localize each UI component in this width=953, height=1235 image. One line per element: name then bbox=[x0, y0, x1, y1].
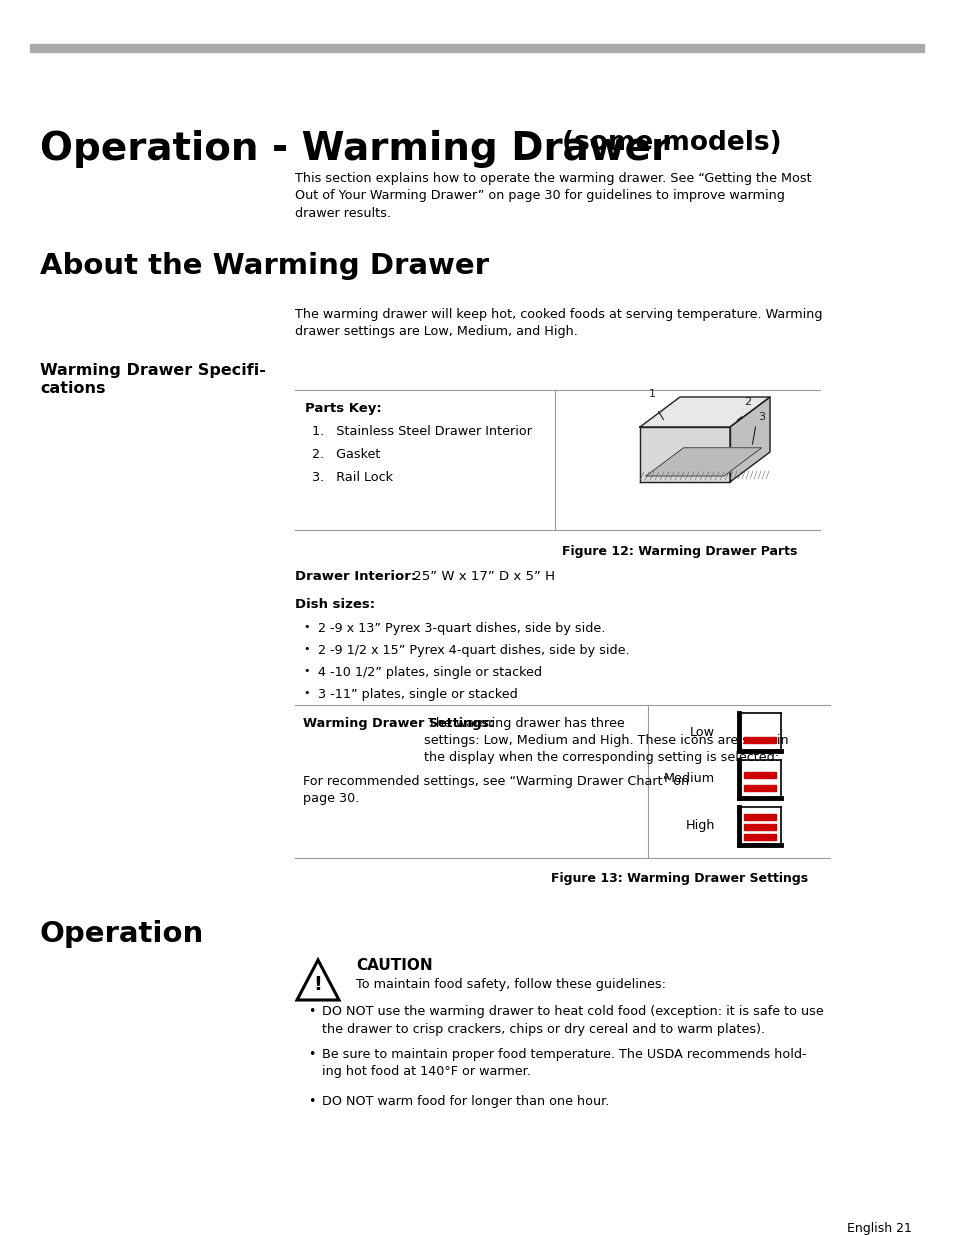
Text: Operation: Operation bbox=[40, 920, 204, 948]
Polygon shape bbox=[645, 448, 760, 475]
Bar bbox=[743, 772, 775, 778]
Text: Drawer Interior:: Drawer Interior: bbox=[294, 571, 416, 583]
Text: •: • bbox=[303, 688, 309, 698]
Text: 2.   Gasket: 2. Gasket bbox=[312, 448, 380, 461]
Text: Parts Key:: Parts Key: bbox=[305, 403, 381, 415]
Text: 3.   Rail Lock: 3. Rail Lock bbox=[312, 471, 393, 484]
Text: 3 -11” plates, single or stacked: 3 -11” plates, single or stacked bbox=[317, 688, 517, 701]
Text: •: • bbox=[303, 622, 309, 632]
Text: Dish sizes:: Dish sizes: bbox=[294, 598, 375, 611]
Text: •: • bbox=[308, 1049, 315, 1061]
Polygon shape bbox=[729, 396, 769, 482]
Text: Operation - Warming Drawer: Operation - Warming Drawer bbox=[40, 130, 683, 168]
Text: (some models): (some models) bbox=[561, 130, 781, 156]
Text: Low: Low bbox=[689, 725, 714, 739]
Bar bbox=[743, 834, 775, 840]
Text: Be sure to maintain proper food temperature. The USDA recommends hold-
ing hot f: Be sure to maintain proper food temperat… bbox=[322, 1049, 806, 1078]
Text: !: ! bbox=[314, 974, 322, 993]
Text: English 21: English 21 bbox=[846, 1221, 911, 1235]
Text: DO NOT use the warming drawer to heat cold food (exception: it is safe to use
th: DO NOT use the warming drawer to heat co… bbox=[322, 1005, 822, 1035]
Text: 2 -9 1/2 x 15” Pyrex 4-quart dishes, side by side.: 2 -9 1/2 x 15” Pyrex 4-quart dishes, sid… bbox=[317, 643, 629, 657]
Text: Medium: Medium bbox=[663, 773, 714, 785]
Text: cations: cations bbox=[40, 382, 106, 396]
Text: 2 -9 x 13” Pyrex 3-quart dishes, side by side.: 2 -9 x 13” Pyrex 3-quart dishes, side by… bbox=[317, 622, 605, 635]
Text: This section explains how to operate the warming drawer. See “Getting the Most
O: This section explains how to operate the… bbox=[294, 172, 811, 220]
Polygon shape bbox=[639, 427, 729, 482]
Text: 2: 2 bbox=[743, 396, 751, 408]
Text: 1: 1 bbox=[648, 389, 655, 399]
Bar bbox=[743, 814, 775, 820]
Text: •: • bbox=[303, 643, 309, 655]
Text: About the Warming Drawer: About the Warming Drawer bbox=[40, 252, 489, 280]
Text: 4 -10 1/2” plates, single or stacked: 4 -10 1/2” plates, single or stacked bbox=[317, 666, 541, 679]
Text: •: • bbox=[303, 666, 309, 676]
Bar bbox=[30, 44, 923, 52]
Text: Warming Drawer Specifi-: Warming Drawer Specifi- bbox=[40, 363, 266, 378]
Bar bbox=[743, 785, 775, 790]
Text: For recommended settings, see “Warming Drawer Chart” on
page 30.: For recommended settings, see “Warming D… bbox=[303, 776, 688, 805]
Text: To maintain food safety, follow these guidelines:: To maintain food safety, follow these gu… bbox=[355, 978, 665, 990]
Text: High: High bbox=[685, 820, 714, 832]
Text: •: • bbox=[308, 1095, 315, 1108]
Text: CAUTION: CAUTION bbox=[355, 958, 432, 973]
Text: The warming drawer has three
settings: Low, Medium and High. These icons are see: The warming drawer has three settings: L… bbox=[423, 718, 788, 764]
Text: 1.   Stainless Steel Drawer Interior: 1. Stainless Steel Drawer Interior bbox=[312, 425, 532, 438]
Text: 25” W x 17” D x 5” H: 25” W x 17” D x 5” H bbox=[409, 571, 555, 583]
Text: 3: 3 bbox=[758, 412, 764, 422]
Text: The warming drawer will keep hot, cooked foods at serving temperature. Warming
d: The warming drawer will keep hot, cooked… bbox=[294, 308, 821, 338]
Text: Figure 12: Warming Drawer Parts: Figure 12: Warming Drawer Parts bbox=[561, 545, 797, 558]
Bar bbox=[743, 737, 775, 743]
Text: Warming Drawer Settings:: Warming Drawer Settings: bbox=[303, 718, 494, 730]
Text: •: • bbox=[308, 1005, 315, 1018]
Text: DO NOT warm food for longer than one hour.: DO NOT warm food for longer than one hou… bbox=[322, 1095, 609, 1108]
Polygon shape bbox=[296, 960, 338, 1000]
Polygon shape bbox=[639, 396, 769, 427]
Text: Figure 13: Warming Drawer Settings: Figure 13: Warming Drawer Settings bbox=[551, 872, 808, 885]
Bar bbox=[743, 824, 775, 830]
